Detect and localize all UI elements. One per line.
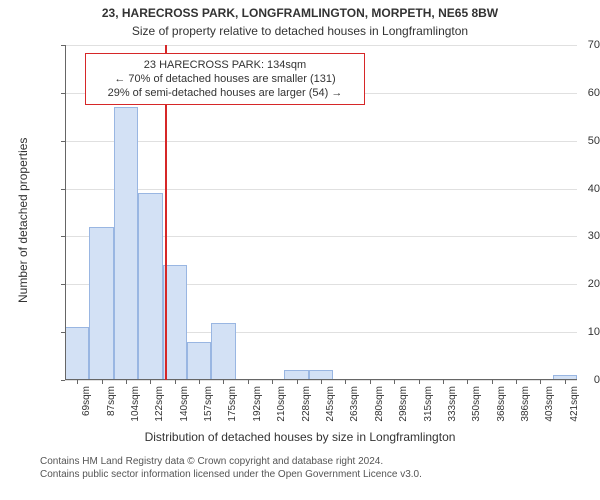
histogram-bar [65, 327, 89, 380]
histogram-bar [114, 107, 138, 380]
axis-border-left [65, 45, 66, 380]
x-axis-label: Distribution of detached houses by size … [0, 430, 600, 444]
y-tick-label: 10 [543, 326, 600, 338]
histogram-bar [89, 227, 113, 380]
x-tick-mark [77, 380, 78, 384]
x-tick-mark [175, 380, 176, 384]
title-main: 23, HARECROSS PARK, LONGFRAMLINGTON, MOR… [0, 6, 600, 20]
x-tick-label: 421sqm [569, 386, 580, 432]
callout-line1: 23 HARECROSS PARK: 134sqm [92, 58, 358, 72]
y-tick-label: 20 [543, 278, 600, 290]
x-tick-label: 192sqm [252, 386, 263, 432]
y-tick-label: 40 [543, 183, 600, 195]
x-tick-label: 280sqm [374, 386, 385, 432]
x-tick-label: 315sqm [423, 386, 434, 432]
y-tick-mark [61, 141, 65, 142]
x-tick-label: 228sqm [301, 386, 312, 432]
y-tick-mark [61, 332, 65, 333]
x-tick-mark [223, 380, 224, 384]
x-tick-mark [297, 380, 298, 384]
y-tick-mark [61, 93, 65, 94]
y-tick-label: 0 [543, 374, 600, 386]
x-tick-mark [565, 380, 566, 384]
x-tick-label: 157sqm [203, 386, 214, 432]
x-tick-label: 368sqm [496, 386, 507, 432]
footer-attribution: Contains HM Land Registry data © Crown c… [40, 455, 422, 481]
x-tick-mark [516, 380, 517, 384]
grid-line [65, 189, 577, 190]
histogram-bar [187, 342, 211, 380]
y-tick-mark [61, 284, 65, 285]
x-tick-mark [394, 380, 395, 384]
x-tick-mark [419, 380, 420, 384]
x-tick-mark [540, 380, 541, 384]
y-tick-label: 70 [543, 39, 600, 51]
footer-line2: Contains public sector information licen… [40, 468, 422, 481]
x-tick-mark [467, 380, 468, 384]
grid-line [65, 45, 577, 46]
chart-container: 23, HARECROSS PARK, LONGFRAMLINGTON, MOR… [0, 0, 600, 500]
callout-line3: 29% of semi-detached houses are larger (… [92, 86, 358, 100]
x-tick-mark [248, 380, 249, 384]
x-tick-mark [492, 380, 493, 384]
x-tick-mark [345, 380, 346, 384]
y-tick-label: 60 [543, 87, 600, 99]
x-tick-label: 333sqm [447, 386, 458, 432]
x-tick-label: 87sqm [106, 386, 117, 432]
x-tick-label: 263sqm [349, 386, 360, 432]
x-tick-label: 350sqm [471, 386, 482, 432]
x-tick-mark [150, 380, 151, 384]
x-tick-mark [102, 380, 103, 384]
histogram-bar [211, 323, 235, 380]
histogram-bar [138, 193, 162, 380]
x-tick-label: 245sqm [325, 386, 336, 432]
y-tick-label: 30 [543, 230, 600, 242]
y-tick-label: 50 [543, 135, 600, 147]
y-tick-mark [61, 189, 65, 190]
callout-line2: ← 70% of detached houses are smaller (13… [92, 72, 358, 86]
title-sub: Size of property relative to detached ho… [0, 24, 600, 38]
footer-line1: Contains HM Land Registry data © Crown c… [40, 455, 422, 468]
property-callout: 23 HARECROSS PARK: 134sqm← 70% of detach… [85, 53, 365, 105]
x-tick-mark [370, 380, 371, 384]
x-tick-label: 298sqm [398, 386, 409, 432]
x-tick-mark [199, 380, 200, 384]
x-tick-mark [321, 380, 322, 384]
y-axis-label: Number of detached properties [16, 137, 30, 302]
y-tick-mark [61, 45, 65, 46]
plot-area: 23 HARECROSS PARK: 134sqm← 70% of detach… [65, 45, 577, 380]
x-tick-mark [272, 380, 273, 384]
x-tick-label: 403sqm [544, 386, 555, 432]
x-tick-label: 386sqm [520, 386, 531, 432]
x-tick-label: 140sqm [179, 386, 190, 432]
x-tick-mark [126, 380, 127, 384]
y-tick-mark [61, 236, 65, 237]
x-tick-label: 122sqm [154, 386, 165, 432]
x-tick-label: 69sqm [81, 386, 92, 432]
y-tick-mark [61, 380, 65, 381]
x-tick-label: 210sqm [276, 386, 287, 432]
x-tick-mark [443, 380, 444, 384]
x-tick-label: 104sqm [130, 386, 141, 432]
x-tick-label: 175sqm [227, 386, 238, 432]
grid-line [65, 141, 577, 142]
